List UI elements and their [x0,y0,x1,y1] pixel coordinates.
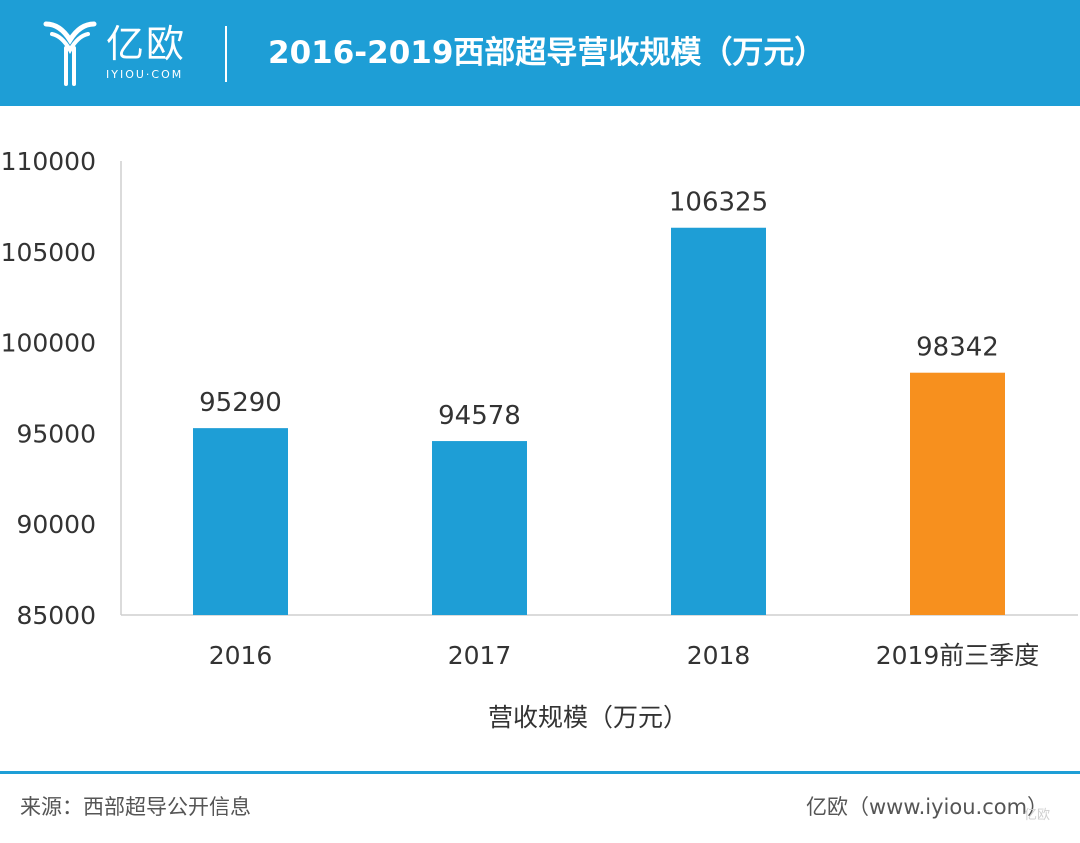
y-tick-label: 95000 [16,419,96,448]
bar [432,441,527,615]
x-tick-label: 2019前三季度 [876,641,1040,670]
y-tick-label: 85000 [16,601,96,630]
data-label: 106325 [669,188,768,218]
bar-chart: 85000 90000 95000 100000 105000 110000 95290 20… [1,147,1078,732]
header-divider [225,26,227,82]
y-tick-label: 90000 [16,510,96,539]
bar [671,227,766,615]
data-label: 95290 [199,388,282,418]
y-tick-label: 105000 [1,238,96,267]
data-label: 98342 [916,333,999,363]
data-label: 94578 [438,401,521,431]
source-note: 来源：西部超导公开信息 [20,795,251,819]
footer-divider [0,771,1080,774]
bar [193,428,288,615]
watermark: 亿欧 [1024,808,1051,823]
iyiou-logo-icon [43,21,97,86]
logo-subtext: IYIOU·COM [106,68,184,81]
x-tick-label: 2017 [448,641,512,670]
header-banner: 亿欧 IYIOU·COM 2016-2019西部超导营收规模（万元） [0,0,1080,106]
x-tick-label: 2018 [687,641,751,670]
x-axis-title: 营收规模（万元） [488,703,688,732]
logo-text: 亿欧 [106,22,187,66]
chart-title: 2016-2019西部超导营收规模（万元） [268,35,826,71]
y-tick-label: 100000 [1,329,96,358]
brand-credit: 亿欧（www.iyiou.com） [806,795,1049,819]
y-tick-label: 110000 [1,147,96,176]
bar [910,372,1005,615]
x-tick-label: 2016 [209,641,273,670]
